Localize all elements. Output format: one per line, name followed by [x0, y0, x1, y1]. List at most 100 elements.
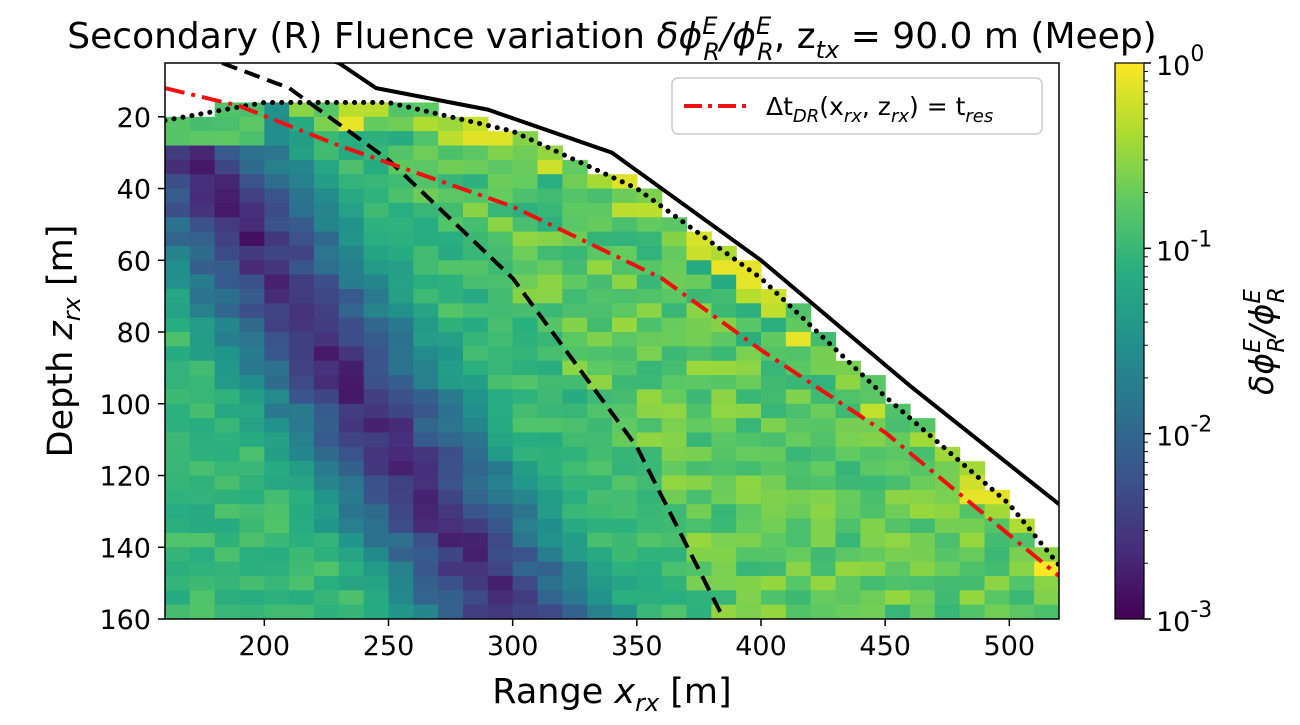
- heatmap-cell: [984, 590, 1010, 606]
- heatmap-cell: [189, 274, 216, 290]
- heatmap-cell: [264, 102, 290, 118]
- heatmap-cell: [711, 389, 737, 405]
- heatmap-cell: [835, 360, 861, 376]
- heatmap-cell: [785, 547, 812, 563]
- heatmap-cell: [264, 116, 290, 132]
- heatmap-cell: [388, 188, 414, 204]
- heatmap-cell: [512, 317, 539, 333]
- heatmap-cell: [363, 231, 390, 247]
- heatmap-cell: [636, 202, 663, 218]
- heatmap-cell: [363, 303, 390, 319]
- heatmap-cell: [314, 432, 340, 448]
- heatmap-cell: [711, 260, 737, 276]
- heatmap-cell: [413, 274, 439, 290]
- x-tick-label: 200: [239, 631, 291, 662]
- heatmap-cell: [562, 432, 588, 448]
- heatmap-cell: [314, 547, 340, 563]
- heatmap-cell: [537, 188, 563, 204]
- heatmap-cell: [711, 547, 737, 563]
- heatmap-cell: [388, 202, 414, 218]
- y-axis-ticks: 20 40 60 80 100 120 140 160: [99, 103, 165, 636]
- heatmap-cell: [785, 475, 812, 491]
- heatmap-cell: [413, 475, 439, 491]
- x-tick-label: 500: [984, 631, 1036, 662]
- heatmap-cell: [264, 145, 290, 161]
- heatmap-cell: [314, 418, 340, 434]
- heatmap-cell: [512, 174, 539, 190]
- heatmap-cell: [363, 446, 390, 462]
- heatmap-cell: [463, 131, 489, 147]
- heatmap-cell: [189, 547, 216, 563]
- heatmap-cell: [338, 532, 365, 548]
- heatmap-cell: [264, 547, 290, 563]
- heatmap-cell: [239, 590, 265, 606]
- heatmap-cell: [463, 174, 489, 190]
- heatmap-cell: [487, 317, 514, 333]
- heatmap-cell: [413, 131, 439, 147]
- heatmap-cell: [860, 518, 886, 534]
- heatmap-cell: [761, 418, 787, 434]
- heatmap-cell: [512, 403, 539, 419]
- heatmap-cell: [314, 274, 340, 290]
- heatmap-cell: [487, 346, 514, 362]
- heatmap-cell: [959, 489, 986, 505]
- heatmap-cell: [761, 504, 787, 520]
- heatmap-cell: [612, 518, 638, 534]
- heatmap-cell: [438, 159, 464, 175]
- heatmap-cell: [512, 303, 539, 319]
- heatmap-cell: [289, 575, 315, 591]
- heatmap-cell: [587, 504, 613, 520]
- heatmap-cell: [314, 475, 340, 491]
- heatmap-cell: [239, 532, 265, 548]
- heatmap-cell: [562, 217, 588, 233]
- heatmap-cell: [661, 561, 688, 577]
- heatmap-cell: [289, 188, 315, 204]
- heatmap-cell: [388, 575, 414, 591]
- heatmap-cell: [388, 346, 414, 362]
- heatmap-cell: [264, 590, 290, 606]
- heatmap-cell: [835, 389, 861, 405]
- heatmap-cell: [438, 188, 464, 204]
- heatmap-cell: [438, 547, 464, 563]
- heatmap-cell: [810, 547, 837, 563]
- heatmap-cell: [388, 303, 414, 319]
- heatmap-cell: [810, 475, 837, 491]
- heatmap-cell: [562, 475, 588, 491]
- heatmap-cell: [785, 346, 812, 362]
- heatmap-cell: [314, 590, 340, 606]
- heatmap-cell: [736, 604, 762, 619]
- heatmap-cell: [736, 274, 762, 290]
- heatmap-cell: [189, 561, 216, 577]
- heatmap-cell: [537, 245, 563, 261]
- heatmap-cell: [413, 360, 439, 376]
- heatmap-cell: [885, 403, 911, 419]
- heatmap-cell: [388, 403, 414, 419]
- heatmap-cell: [363, 590, 390, 606]
- heatmap-cell: [314, 303, 340, 319]
- heatmap-cell: [388, 504, 414, 520]
- heatmap-cell: [959, 590, 986, 606]
- heatmap-cell: [686, 489, 712, 505]
- heatmap-cell: [562, 561, 588, 577]
- heatmap-cell: [512, 375, 539, 391]
- heatmap-cell: [612, 360, 638, 376]
- heatmap-cell: [413, 432, 439, 448]
- heatmap-cell: [338, 461, 365, 477]
- heatmap-cell: [487, 575, 514, 591]
- heatmap-cell: [910, 475, 936, 491]
- heatmap-cell: [239, 217, 265, 233]
- heatmap-cell: [636, 403, 663, 419]
- heatmap-cell: [487, 475, 514, 491]
- heatmap-cell: [413, 504, 439, 520]
- heatmap-cell: [1009, 561, 1035, 577]
- heatmap-cell: [661, 432, 688, 448]
- heatmap-cell: [587, 604, 613, 619]
- heatmap-cell: [636, 317, 663, 333]
- heatmap-cell: [487, 504, 514, 520]
- heatmap-cell: [736, 504, 762, 520]
- heatmap-cell: [587, 231, 613, 247]
- heatmap-cell: [189, 489, 216, 505]
- heatmap-cell: [1034, 575, 1059, 591]
- heatmap-cell: [165, 418, 191, 434]
- heatmap-cell: [934, 489, 961, 505]
